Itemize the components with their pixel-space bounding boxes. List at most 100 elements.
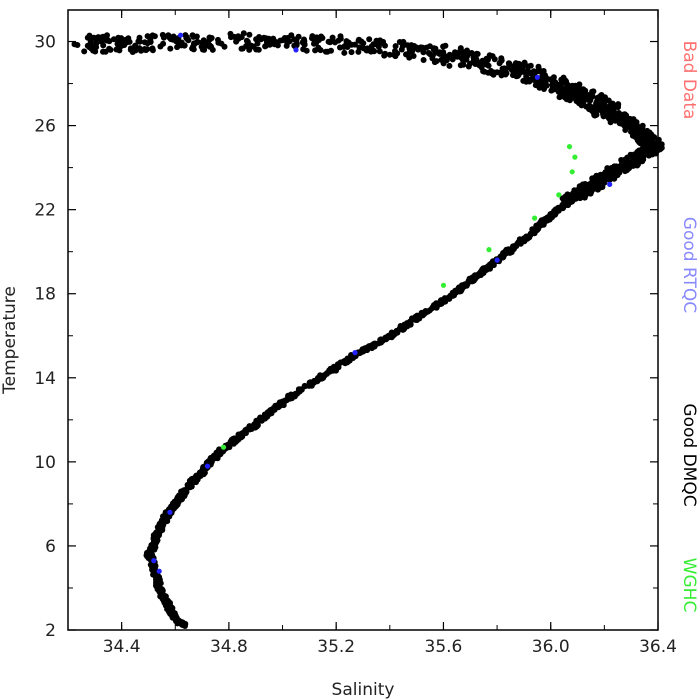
dmqc-point xyxy=(621,119,628,126)
dmqc-point xyxy=(316,373,323,380)
dmqc-point xyxy=(314,378,321,385)
dmqc-point xyxy=(149,543,156,550)
dmqc-point xyxy=(341,49,348,56)
dmqc-point xyxy=(543,82,550,89)
dmqc-point xyxy=(188,478,195,485)
rtqc-point xyxy=(534,74,540,80)
x-tick-label: 34.4 xyxy=(103,637,141,657)
dmqc-point xyxy=(516,236,523,243)
dmqc-point xyxy=(579,181,586,188)
dmqc-point xyxy=(483,60,490,67)
dmqc-point xyxy=(160,34,167,41)
dmqc-point xyxy=(456,48,463,55)
dmqc-point xyxy=(355,48,362,55)
dmqc-point xyxy=(560,74,567,81)
dmqc-point xyxy=(525,63,531,70)
wghc-point xyxy=(572,154,578,160)
dmqc-point xyxy=(590,88,597,95)
dmqc-point xyxy=(243,37,250,44)
dmqc-point xyxy=(498,253,505,260)
dmqc-point xyxy=(151,570,158,577)
dmqc-point xyxy=(291,36,298,43)
dmqc-point xyxy=(276,399,283,406)
wghc-point xyxy=(220,444,227,450)
dmqc-point xyxy=(521,237,528,244)
dmqc-point xyxy=(461,283,468,290)
dmqc-point xyxy=(502,68,509,75)
rtqc-point xyxy=(607,181,613,187)
dmqc-point xyxy=(420,49,427,56)
x-axis-title: Salinity xyxy=(332,680,395,700)
dmqc-point xyxy=(215,39,222,46)
dmqc-point xyxy=(597,175,604,182)
dmqc-point xyxy=(81,48,88,55)
dmqc-point xyxy=(211,453,218,460)
scatter-points xyxy=(71,30,665,629)
dmqc-point xyxy=(632,132,639,139)
dmqc-point xyxy=(170,33,177,40)
dmqc-point xyxy=(572,91,579,97)
dmqc-point xyxy=(313,39,320,46)
dmqc-point xyxy=(334,364,340,370)
dmqc-point xyxy=(485,263,492,270)
dmqc-point xyxy=(639,153,646,160)
dmqc-point xyxy=(456,284,463,291)
dmqc-point xyxy=(571,83,578,90)
y-tick-label: 14 xyxy=(34,369,56,389)
dmqc-point xyxy=(645,152,652,159)
dmqc-point xyxy=(438,297,445,304)
dmqc-point xyxy=(181,42,188,49)
dmqc-point xyxy=(600,113,607,120)
rtqc-point xyxy=(494,257,500,263)
dmqc-point xyxy=(481,68,488,75)
dmqc-point xyxy=(152,531,159,538)
y-tick-label: 30 xyxy=(34,33,56,53)
dmqc-point xyxy=(593,180,600,187)
x-axis-ticks: 34.4 34.8 35.2 35.6 36.0 36.4 xyxy=(67,10,677,657)
dmqc-point xyxy=(107,46,114,53)
legend-label: Good DMQC xyxy=(679,403,699,506)
dmqc-point xyxy=(144,33,151,40)
dmqc-point xyxy=(564,85,571,91)
dmqc-point xyxy=(409,315,415,322)
dmqc-point xyxy=(322,48,329,55)
dmqc-point xyxy=(272,38,279,45)
dmqc-point xyxy=(245,42,252,49)
dmqc-point xyxy=(138,47,145,54)
dmqc-point xyxy=(255,46,262,53)
dmqc-point xyxy=(239,45,246,52)
dmqc-point xyxy=(508,249,515,256)
dmqc-point xyxy=(173,614,180,621)
dmqc-point xyxy=(645,129,652,136)
dmqc-point xyxy=(226,442,233,449)
dmqc-point xyxy=(433,58,440,65)
dmqc-point xyxy=(400,40,407,47)
dmqc-point xyxy=(261,413,268,420)
dmqc-point xyxy=(327,39,333,46)
dmqc-point xyxy=(573,98,580,105)
dmqc-point xyxy=(496,60,503,67)
dmqc-point xyxy=(329,34,336,41)
dmqc-point xyxy=(658,141,665,148)
dmqc-point xyxy=(277,37,284,44)
dmqc-point xyxy=(602,94,608,101)
dmqc-point xyxy=(295,386,302,393)
dmqc-point xyxy=(555,206,562,213)
dmqc-point xyxy=(136,34,143,41)
dmqc-point xyxy=(468,50,475,56)
dmqc-point xyxy=(127,45,134,52)
dmqc-point xyxy=(643,147,650,154)
rtqc-point xyxy=(167,509,173,515)
dmqc-point xyxy=(360,40,367,47)
dmqc-point xyxy=(323,370,330,377)
dmqc-point xyxy=(498,72,505,79)
x-tick-label: 36.4 xyxy=(639,637,677,657)
dmqc-point xyxy=(193,33,200,40)
dmqc-point xyxy=(625,119,632,126)
dmqc-point xyxy=(373,37,380,44)
dmqc-point xyxy=(160,592,167,599)
dmqc-point xyxy=(174,497,180,504)
dmqc-point xyxy=(180,488,187,495)
dmqc-point xyxy=(615,113,622,120)
dmqc-point xyxy=(168,610,175,617)
